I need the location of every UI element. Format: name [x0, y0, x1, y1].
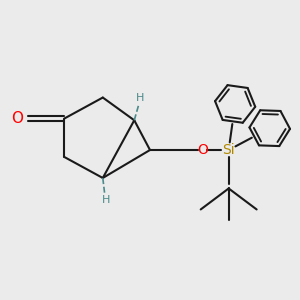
Text: H: H — [136, 94, 144, 103]
Text: H: H — [102, 195, 110, 205]
Text: Si: Si — [222, 143, 235, 157]
Text: O: O — [11, 111, 23, 126]
Text: O: O — [197, 143, 208, 157]
